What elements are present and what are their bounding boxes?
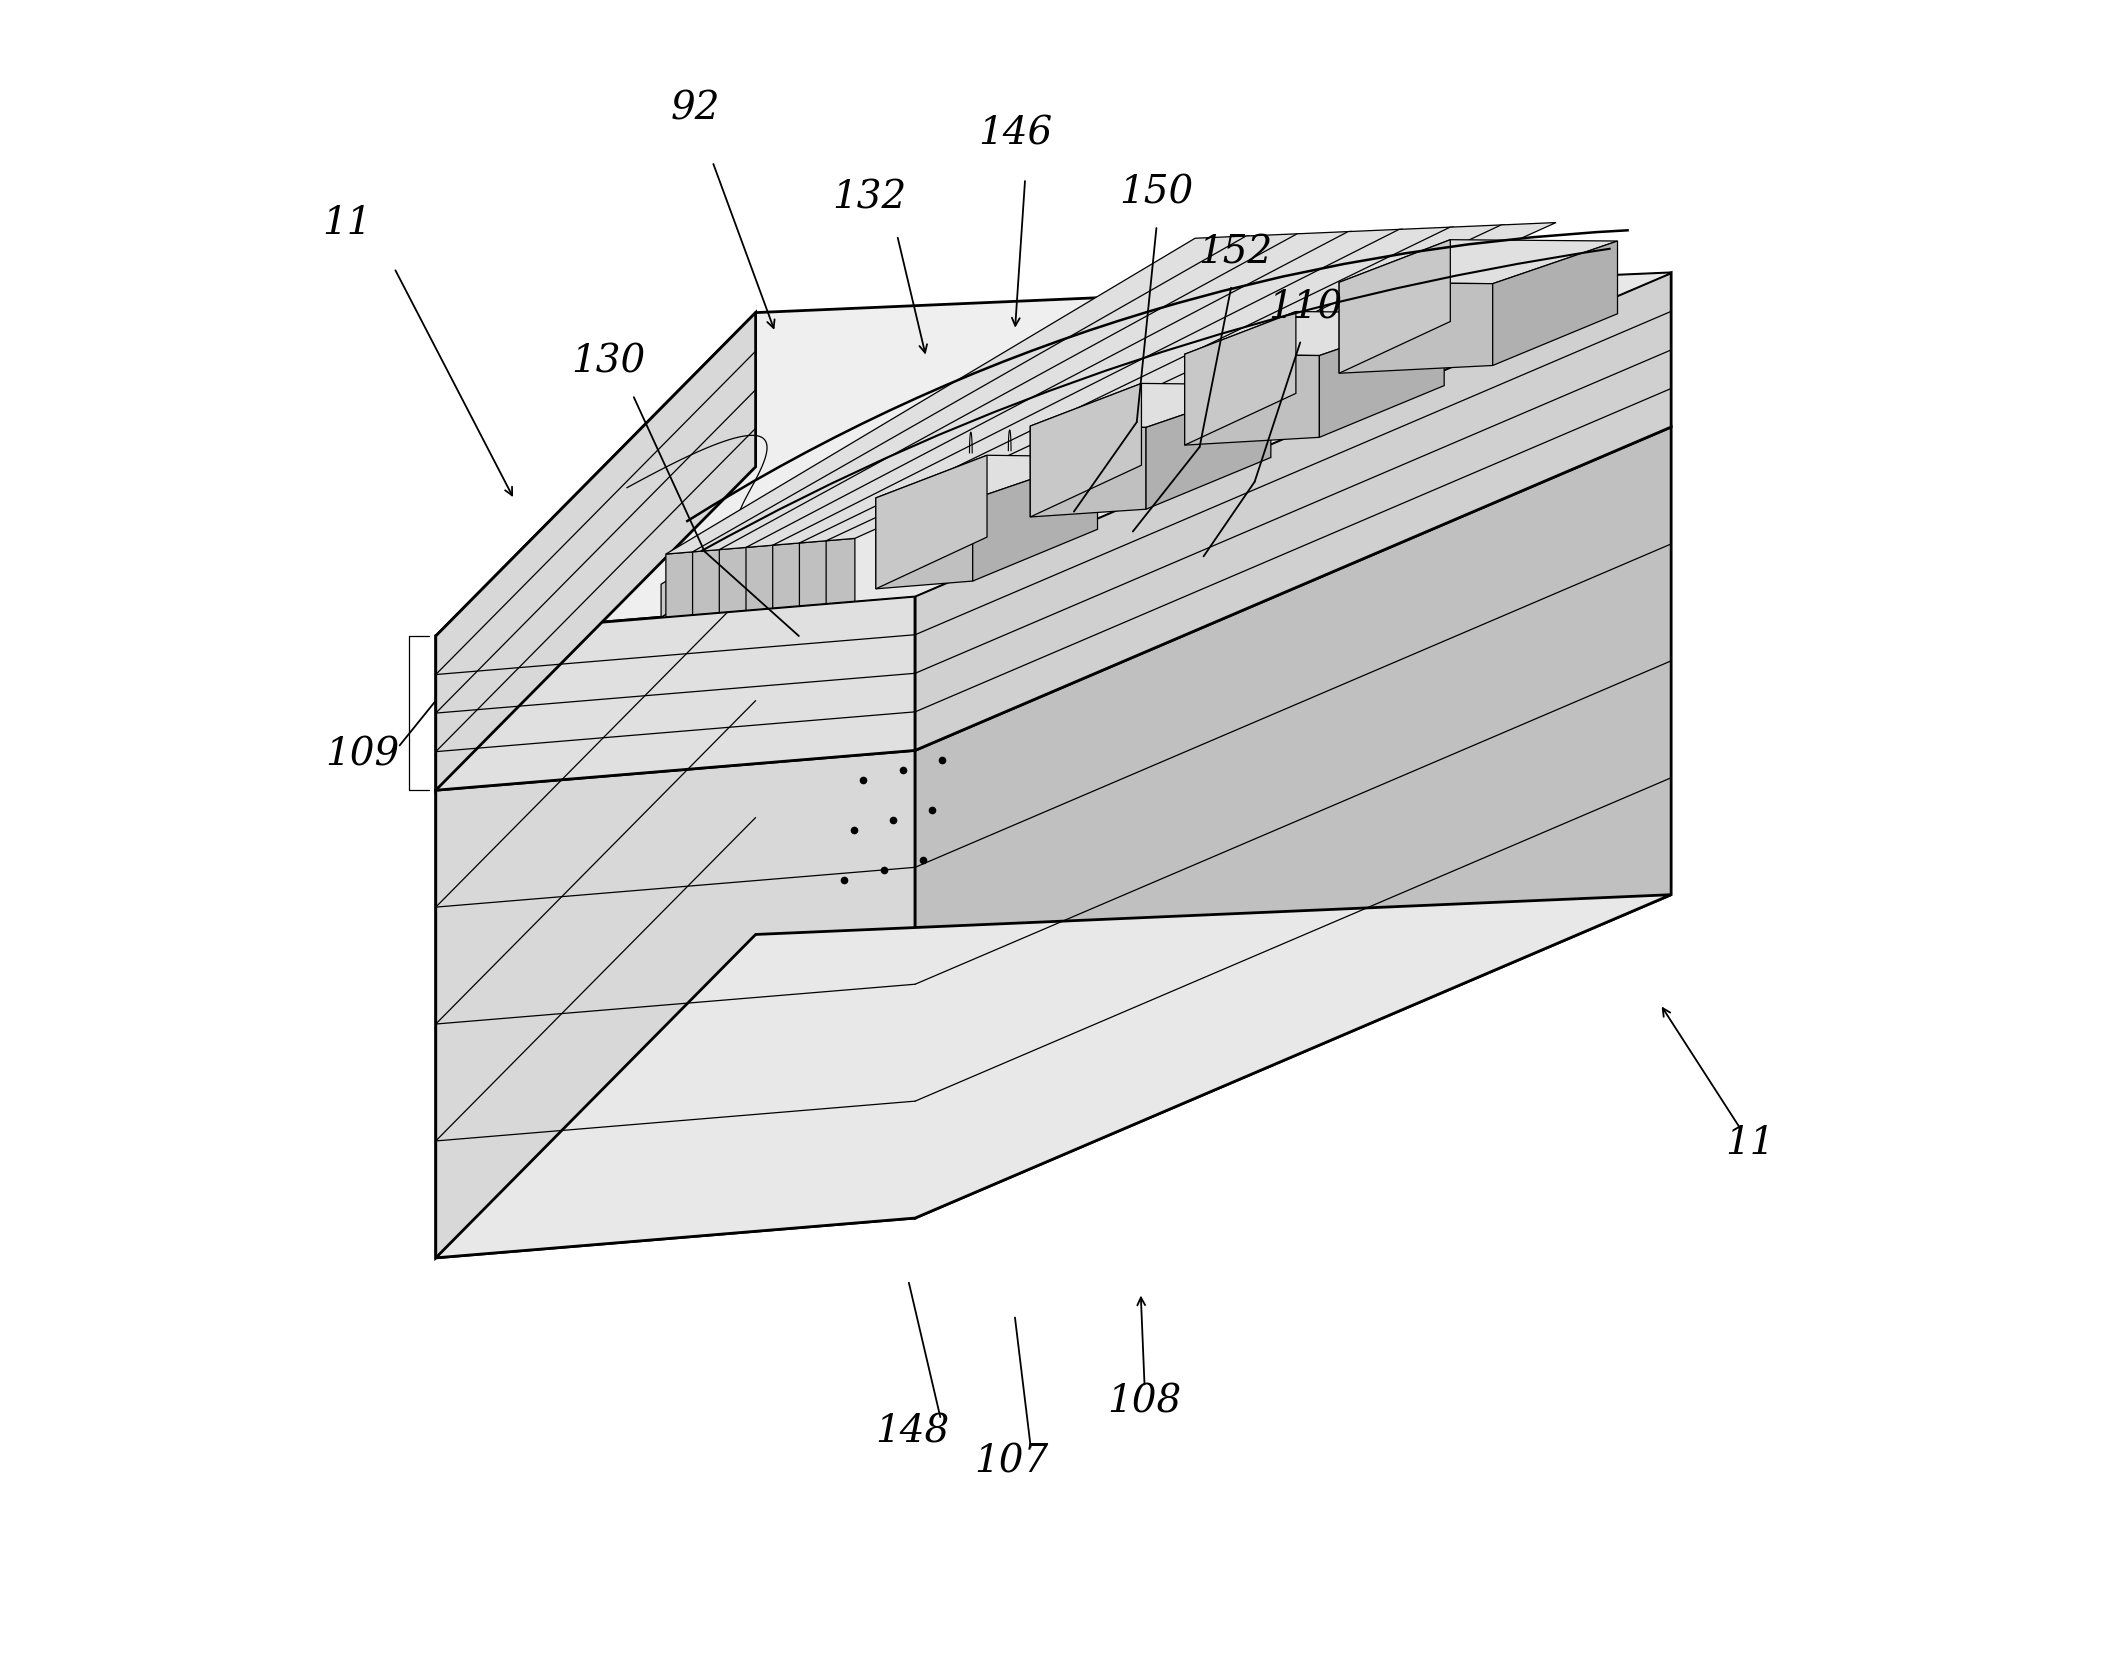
Polygon shape bbox=[1319, 312, 1445, 437]
Text: 130: 130 bbox=[572, 344, 646, 380]
Polygon shape bbox=[719, 231, 1352, 550]
Polygon shape bbox=[692, 550, 721, 615]
Polygon shape bbox=[974, 457, 1098, 581]
Polygon shape bbox=[435, 596, 915, 791]
Polygon shape bbox=[1340, 239, 1451, 374]
Text: 150: 150 bbox=[1119, 174, 1195, 211]
Polygon shape bbox=[435, 312, 755, 791]
Polygon shape bbox=[826, 538, 856, 603]
Polygon shape bbox=[1030, 427, 1146, 517]
Text: 11: 11 bbox=[322, 204, 372, 241]
Polygon shape bbox=[660, 272, 1672, 618]
Polygon shape bbox=[1340, 239, 1617, 284]
Polygon shape bbox=[747, 545, 774, 610]
Text: 152: 152 bbox=[1199, 234, 1272, 271]
Polygon shape bbox=[1340, 282, 1493, 374]
Polygon shape bbox=[660, 264, 1186, 618]
Polygon shape bbox=[915, 427, 1672, 1218]
Polygon shape bbox=[1184, 312, 1445, 355]
Polygon shape bbox=[719, 546, 749, 613]
Text: 11: 11 bbox=[1724, 1124, 1775, 1163]
Polygon shape bbox=[692, 234, 1302, 551]
Polygon shape bbox=[667, 236, 1249, 555]
Polygon shape bbox=[875, 498, 974, 588]
Polygon shape bbox=[875, 455, 1098, 500]
Polygon shape bbox=[826, 223, 1556, 541]
Polygon shape bbox=[772, 228, 1453, 545]
Text: 107: 107 bbox=[974, 1443, 1047, 1480]
Text: 132: 132 bbox=[833, 179, 906, 216]
Polygon shape bbox=[1030, 384, 1270, 427]
Polygon shape bbox=[435, 895, 1672, 1257]
Text: 110: 110 bbox=[1268, 289, 1344, 326]
Polygon shape bbox=[747, 229, 1403, 548]
Text: 92: 92 bbox=[671, 90, 719, 128]
Polygon shape bbox=[667, 551, 694, 616]
Polygon shape bbox=[1030, 384, 1142, 517]
Polygon shape bbox=[435, 751, 915, 1257]
Text: 146: 146 bbox=[978, 115, 1052, 153]
Polygon shape bbox=[1184, 354, 1319, 445]
Polygon shape bbox=[799, 224, 1506, 543]
Polygon shape bbox=[1493, 241, 1617, 365]
Polygon shape bbox=[435, 272, 1672, 636]
Polygon shape bbox=[915, 272, 1672, 751]
Polygon shape bbox=[1184, 312, 1295, 445]
Polygon shape bbox=[435, 467, 755, 1257]
Text: 109: 109 bbox=[326, 737, 400, 774]
Text: 148: 148 bbox=[875, 1414, 951, 1450]
Polygon shape bbox=[1146, 385, 1270, 510]
Polygon shape bbox=[875, 455, 986, 588]
Polygon shape bbox=[799, 540, 829, 606]
Polygon shape bbox=[772, 543, 801, 608]
Text: 108: 108 bbox=[1108, 1384, 1182, 1420]
